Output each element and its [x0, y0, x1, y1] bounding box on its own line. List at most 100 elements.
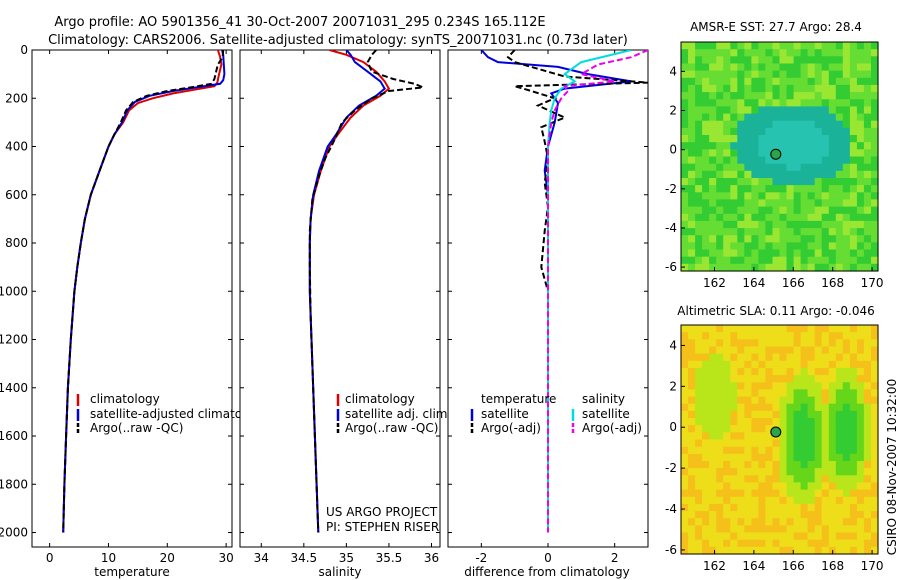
heatmap-cell — [737, 461, 745, 469]
heatmap-cell — [730, 142, 738, 150]
heatmap-cell — [807, 432, 816, 441]
heatmap-cell — [688, 468, 696, 476]
heatmap-cell — [800, 77, 809, 86]
difference-panel: -2 0 2 difference from climatology tempera… — [447, 49, 649, 579]
heatmap-cell — [723, 84, 731, 93]
heatmap-cell — [751, 425, 759, 433]
heatmap-cell — [835, 49, 844, 57]
heatmap-cell — [856, 546, 865, 555]
heatmap-cell — [695, 185, 703, 193]
heatmap-cell — [716, 410, 724, 419]
heatmap-cell — [744, 127, 752, 136]
heatmap-cell — [800, 228, 809, 236]
salinity-panel: 34 34.5 35 35.5 36 salinity climatology sate… — [239, 49, 451, 579]
heatmap-cell — [765, 77, 773, 86]
heatmap-cell — [842, 353, 851, 362]
heatmap-cell — [723, 56, 731, 65]
heatmap-cell — [807, 496, 816, 505]
heatmap-cell — [758, 256, 766, 265]
heatmap-cell — [688, 256, 696, 265]
heatmap-cell — [765, 235, 773, 243]
heatmap-cell — [807, 84, 816, 93]
heatmap-cell — [856, 425, 865, 433]
heatmap-cell — [779, 525, 788, 534]
heatmap-cell — [737, 63, 745, 72]
heatmap-cell — [807, 70, 816, 79]
heatmap-cell — [688, 199, 696, 208]
heatmap-cell — [723, 418, 731, 426]
heatmap-cell — [758, 56, 766, 65]
heatmap-cell — [751, 482, 759, 491]
heatmap-cell — [849, 532, 858, 541]
heatmap-cell — [723, 192, 731, 201]
heatmap-cell — [835, 113, 844, 122]
heatmap-cell — [772, 163, 781, 172]
heatmap-cell — [730, 461, 738, 469]
heatmap-cell — [814, 503, 823, 512]
heatmap-cell — [744, 149, 752, 158]
heatmap-cell — [709, 77, 717, 86]
heatmap-cell — [800, 453, 809, 462]
heatmap-cell — [702, 185, 710, 193]
heatmap-cell — [807, 185, 816, 193]
heatmap-cell — [779, 468, 788, 476]
legend-satellite-adj: satellite adj. clim. — [345, 407, 451, 421]
heatmap-cell — [751, 127, 759, 136]
heatmap-cell — [821, 461, 830, 469]
heatmap-cell — [709, 163, 717, 172]
heatmap-cell — [863, 92, 872, 100]
heatmap-cell — [849, 389, 858, 398]
heatmap-cell — [828, 56, 837, 65]
heatmap-cell — [688, 546, 696, 555]
heatmap-cell — [765, 84, 773, 93]
heatmap-cell — [688, 99, 696, 108]
heatmap-cell — [688, 396, 696, 405]
salinity-x-label: salinity — [318, 565, 361, 579]
heatmap-cell — [702, 396, 710, 405]
heatmap-cell — [730, 475, 738, 484]
heatmap-cell — [695, 249, 703, 258]
heatmap-cell — [737, 249, 745, 258]
heatmap-cell — [695, 489, 703, 498]
heatmap-cell — [793, 496, 802, 505]
heatmap-cell — [842, 199, 851, 208]
heatmap-cell — [695, 511, 703, 519]
heatmap-cell — [793, 546, 802, 555]
heatmap-cell — [835, 163, 844, 172]
heatmap-cell — [744, 63, 752, 72]
heatmap-cell — [758, 149, 766, 158]
heatmap-cell — [695, 346, 703, 355]
heatmap-cell — [681, 120, 689, 129]
heatmap-cell — [688, 418, 696, 426]
heatmap-cell — [871, 156, 879, 165]
heatmap-cell — [871, 468, 879, 476]
heatmap-cell — [751, 346, 759, 355]
heatmap-cell — [814, 325, 823, 333]
heatmap-cell — [779, 120, 788, 129]
heatmap-cell — [793, 389, 802, 398]
heatmap-cell — [842, 56, 851, 65]
heatmap-cell — [800, 163, 809, 172]
heatmap-cell — [744, 403, 752, 412]
heatmap-cell — [772, 84, 781, 93]
heatmap-cell — [702, 453, 710, 462]
heatmap-cell — [786, 503, 795, 512]
heatmap-cell — [800, 99, 809, 108]
heatmap-cell — [828, 84, 837, 93]
heatmap-cell — [723, 256, 731, 265]
heatmap-cell — [709, 332, 717, 340]
heatmap-cell — [842, 396, 851, 405]
heatmap-cell — [856, 482, 865, 491]
heatmap-cell — [765, 163, 773, 172]
heatmap-cell — [681, 432, 689, 441]
heatmap-cell — [814, 439, 823, 448]
heatmap-cell — [730, 156, 738, 165]
heatmap-cell — [730, 220, 738, 229]
heatmap-cell — [723, 135, 731, 143]
heatmap-cell — [709, 539, 717, 548]
heatmap-cell — [842, 453, 851, 462]
heatmap-cell — [871, 410, 879, 419]
heatmap-cell — [716, 482, 724, 491]
heatmap-cell — [814, 63, 823, 72]
heatmap-cell — [814, 496, 823, 505]
